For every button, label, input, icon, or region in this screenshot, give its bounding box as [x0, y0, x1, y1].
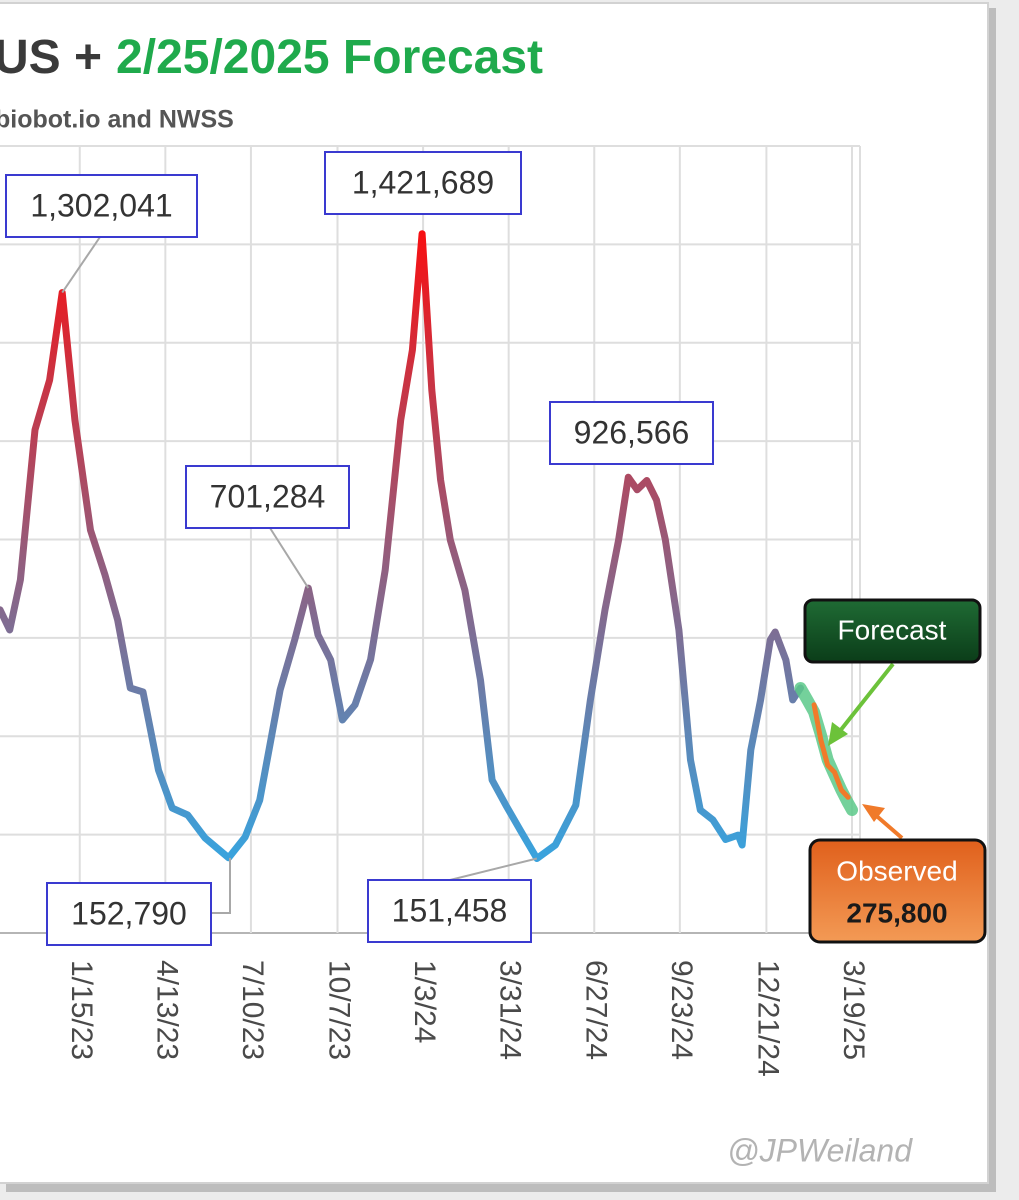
data-label: 151,458: [392, 892, 508, 928]
legend-box: [808, 838, 987, 944]
label-box: [324, 151, 522, 215]
leader-line: [61, 236, 101, 294]
leader-line: [211, 857, 231, 914]
leader-line: [269, 527, 310, 589]
x-tick-label: 10/7/23: [323, 960, 356, 1060]
x-tick-label: 7/10/23: [236, 960, 269, 1060]
series-line: [811, 702, 851, 800]
arrow-head: [828, 722, 848, 746]
legend-label: Observed: [836, 855, 957, 886]
data-label: 152,790: [71, 895, 187, 931]
label-box: [185, 465, 350, 529]
x-tick-label: 6/27/24: [579, 960, 612, 1060]
annotations: 1,302,041 152,790 701,284 1,421,689 151,458 9…: [5, 151, 987, 946]
label-box: [5, 174, 198, 238]
data-label: 1,421,689: [352, 164, 494, 200]
data-label: 701,284: [210, 478, 326, 514]
x-tick-label: 4/13/23: [150, 960, 183, 1060]
legend-label: Forecast: [838, 614, 947, 645]
label-box: [46, 882, 212, 946]
arrow: [834, 662, 895, 738]
data-label: 926,566: [574, 414, 690, 450]
x-tick-label: 1/3/24: [408, 960, 441, 1043]
chart-title: US + 2/25/2025 Forecast: [0, 31, 543, 84]
arrow-head: [862, 804, 885, 822]
x-tick-label: 12/21/24: [751, 960, 784, 1077]
label-box: [367, 879, 532, 943]
legend-box: [803, 598, 982, 664]
credit: @JPWeiland: [727, 1132, 913, 1168]
data-label: 1,302,041: [30, 187, 172, 223]
title-text: US +: [0, 31, 102, 84]
data-label: 275,800: [846, 897, 947, 928]
plot: [0, 230, 858, 862]
x-tick-label: 9/23/24: [665, 960, 698, 1060]
x-tick-label: 1/15/23: [65, 960, 98, 1060]
series-line: [0, 230, 804, 862]
title-highlight: 2/25/2025 Forecast: [116, 31, 543, 84]
label-box: [549, 401, 714, 465]
chart-subtitle: biobot.io and NWSS: [0, 106, 234, 134]
x-tick-label: 3/19/25: [837, 960, 870, 1060]
leader-line: [449, 857, 538, 881]
x-tick-label: 3/31/24: [494, 960, 527, 1060]
